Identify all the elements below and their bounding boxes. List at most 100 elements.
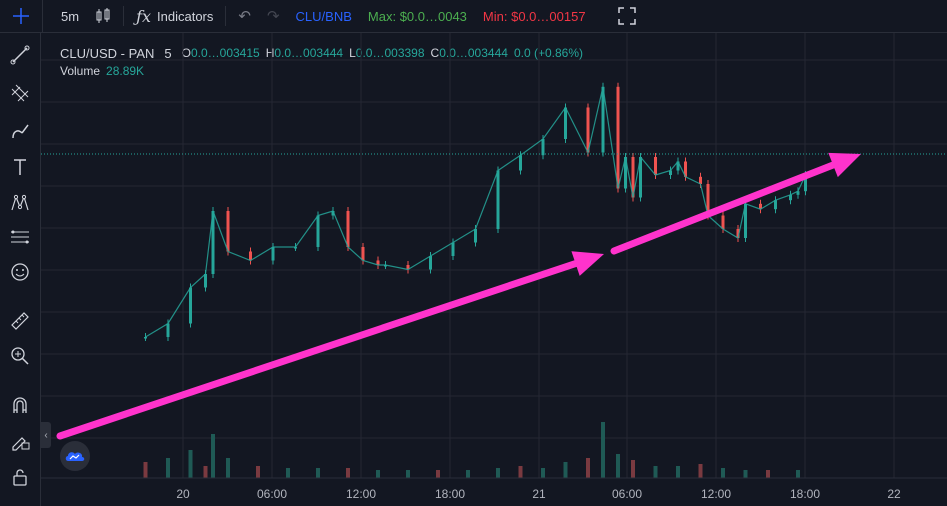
prediction-tool[interactable] [6, 223, 34, 251]
price-series-line [145, 86, 807, 338]
volume-bar [676, 466, 680, 478]
candle [721, 215, 725, 229]
candle [211, 211, 215, 274]
volume-bar [376, 470, 380, 478]
redo-button[interactable]: ↷ [259, 0, 288, 32]
x-tick-label: 12:00 [701, 487, 731, 501]
candle [361, 247, 365, 261]
pattern-tool[interactable] [6, 189, 34, 217]
low-label: L [349, 46, 356, 60]
ruler-tool[interactable] [6, 307, 34, 335]
trend-line-tool[interactable] [6, 41, 34, 69]
volume-bar [496, 468, 500, 478]
x-tick-label: 22 [887, 487, 901, 501]
chart-type-button[interactable] [87, 0, 119, 32]
unlock-tool[interactable] [6, 463, 34, 491]
candle [699, 176, 702, 184]
candle [204, 274, 207, 288]
candle [406, 265, 410, 270]
volume-bar [286, 468, 290, 478]
candle [624, 157, 627, 189]
annotation-arrow-head[interactable] [571, 251, 604, 276]
candle [384, 265, 387, 267]
volume-bar [653, 466, 658, 478]
candle [226, 211, 230, 252]
crosshair-tool-button[interactable] [0, 0, 43, 32]
low-value: 0.0…003398 [355, 46, 425, 60]
undo-button[interactable]: ↶ [230, 0, 259, 32]
interval-selector[interactable]: 5m [53, 0, 87, 32]
volume-bar [563, 462, 568, 478]
volume-bar [586, 458, 590, 478]
candle [789, 194, 792, 201]
candle [601, 86, 605, 153]
high-label: H [265, 46, 275, 60]
x-tick-label: 18:00 [790, 487, 820, 501]
annotation-arrow-line[interactable] [56, 260, 580, 440]
annotation-arrow-line[interactable] [610, 161, 837, 255]
volume-bar [436, 470, 440, 478]
brush-icon [12, 124, 29, 139]
volume-label[interactable]: Volume [60, 64, 101, 78]
volume-bar [796, 470, 800, 478]
volume-bar [743, 470, 748, 478]
x-tick-label: 18:00 [435, 487, 465, 501]
candle [189, 287, 192, 324]
candle [376, 260, 380, 265]
candle [331, 211, 335, 216]
candle [744, 203, 747, 238]
legend-ohlc-row: CLU/USD - PAN 5 O 0.0…003415 H 0.0…003444 … [60, 44, 589, 62]
zoom-in-tool[interactable] [6, 342, 34, 370]
volume-bar [346, 468, 350, 478]
volume-bar [211, 434, 215, 478]
fib-tool[interactable] [6, 79, 34, 107]
volume-bar [721, 468, 725, 478]
fullscreen-button[interactable] [610, 0, 644, 32]
candles-icon [96, 8, 110, 23]
x-tick-label: 12:00 [346, 487, 376, 501]
volume-bar [316, 468, 320, 478]
candle [346, 211, 350, 247]
undo-icon: ↶ [238, 8, 251, 25]
candle [684, 161, 687, 177]
annotation-arrow-head[interactable] [828, 152, 861, 178]
volume-bar [256, 466, 260, 478]
fullscreen-icon [617, 7, 636, 25]
tradingview-logo[interactable] [60, 441, 90, 471]
toolbar-divider [123, 6, 125, 26]
crosshair-icon [13, 8, 29, 24]
pair-link[interactable]: CLU/BNB [288, 0, 360, 32]
volume-value: 28.89K [106, 64, 145, 78]
zoom-in-icon [11, 347, 29, 365]
volume-bar [188, 450, 193, 478]
legend-interval: 5 [164, 45, 172, 61]
candle [669, 170, 672, 175]
prediction-icon [11, 230, 29, 244]
collapse-sidebar-button[interactable]: ‹ [41, 422, 51, 448]
lock-drawing-tool[interactable] [6, 427, 34, 455]
pair-label: CLU/BNB [295, 8, 352, 24]
top-toolbar: 5m ƒx Indicators ↶ ↷ CLU/BNB Max: $0.0…0… [0, 0, 947, 33]
candle [654, 157, 657, 175]
candle [451, 242, 455, 256]
volume-bar [466, 470, 470, 478]
magnet-tool[interactable] [6, 391, 34, 419]
ruler-icon [11, 312, 29, 330]
indicators-button[interactable]: ƒx Indicators [128, 0, 221, 32]
legend-symbol[interactable]: CLU/USD - PAN [60, 45, 155, 61]
toolbar-divider [225, 6, 227, 26]
interval-label: 5m [61, 8, 80, 24]
max-label: Max: $0.0…0043 [367, 8, 467, 24]
brush-tool[interactable] [6, 117, 34, 145]
volume-bar [143, 462, 148, 478]
emoji-icon [11, 263, 29, 281]
min-price: Min: $0.0…00157 [475, 0, 594, 32]
lock-edit-icon [12, 437, 30, 451]
close-value: 0.0…003444 [439, 46, 508, 60]
volume-bar [766, 470, 770, 478]
pattern-icon [11, 194, 29, 211]
emoji-tool[interactable] [6, 258, 34, 286]
candle [759, 203, 762, 210]
text-tool[interactable] [6, 153, 34, 181]
